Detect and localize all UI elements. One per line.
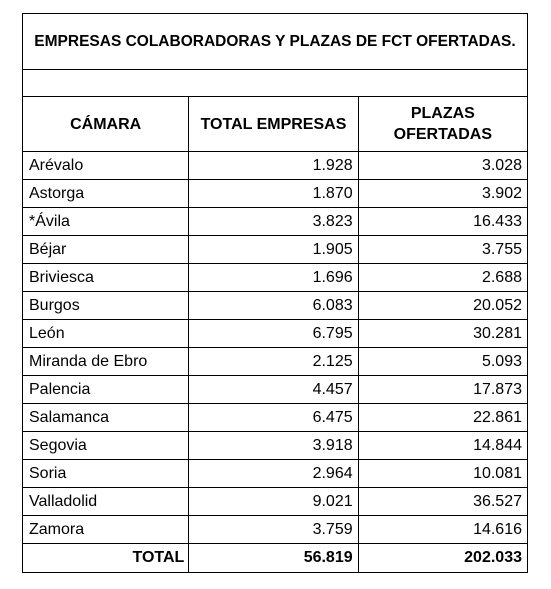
plazas-cell: 3.028 bbox=[357, 151, 529, 180]
camara-cell: Soria bbox=[21, 459, 190, 488]
header-plazas-line2: OFERTADAS bbox=[393, 126, 492, 143]
total-empresas: 56.819 bbox=[188, 543, 359, 573]
spacer-row bbox=[22, 69, 528, 97]
table-row: Astorga 1.870 3.902 bbox=[21, 179, 529, 208]
plazas-cell: 5.093 bbox=[357, 347, 529, 376]
empresas-cell: 1.905 bbox=[188, 235, 359, 264]
table-row: Briviesca 1.696 2.688 bbox=[21, 263, 529, 292]
camara-cell: Miranda de Ebro bbox=[21, 347, 190, 376]
table-title-cell: EMPRESAS COLABORADORAS Y PLAZAS DE FCT O… bbox=[22, 13, 528, 70]
total-label: TOTAL bbox=[21, 543, 190, 573]
empresas-cell: 6.475 bbox=[188, 403, 359, 432]
table-row: Zamora 3.759 14.616 bbox=[21, 515, 529, 544]
fct-table-sheet: EMPRESAS COLABORADORAS Y PLAZAS DE FCT O… bbox=[21, 13, 529, 573]
header-plazas-line1: PLAZAS bbox=[410, 105, 475, 122]
camara-cell: León bbox=[21, 319, 190, 348]
table-row: Palencia 4.457 17.873 bbox=[21, 375, 529, 404]
plazas-cell: 17.873 bbox=[357, 375, 529, 404]
header-total-empresas: TOTAL EMPRESAS bbox=[188, 96, 359, 152]
plazas-cell: 14.844 bbox=[357, 431, 529, 460]
plazas-cell: 2.688 bbox=[357, 263, 529, 292]
camara-cell: Palencia bbox=[21, 375, 190, 404]
empresas-cell: 1.696 bbox=[188, 263, 359, 292]
plazas-cell: 20.052 bbox=[357, 291, 529, 320]
table-row: Béjar 1.905 3.755 bbox=[21, 235, 529, 264]
plazas-cell: 30.281 bbox=[357, 319, 529, 348]
plazas-cell: 3.755 bbox=[357, 235, 529, 264]
empresas-cell: 3.823 bbox=[188, 207, 359, 236]
plazas-cell: 16.433 bbox=[357, 207, 529, 236]
table-row: Burgos 6.083 20.052 bbox=[21, 291, 529, 320]
header-camara: CÁMARA bbox=[21, 96, 190, 152]
header-row: CÁMARA TOTAL EMPRESAS PLAZAS OFERTADAS bbox=[21, 96, 529, 152]
camara-cell: Salamanca bbox=[21, 403, 190, 432]
camara-cell: Briviesca bbox=[21, 263, 190, 292]
empresas-cell: 2.125 bbox=[188, 347, 359, 376]
table-row: Soria 2.964 10.081 bbox=[21, 459, 529, 488]
table-title: EMPRESAS COLABORADORAS Y PLAZAS DE FCT O… bbox=[34, 33, 516, 50]
plazas-cell: 22.861 bbox=[357, 403, 529, 432]
plazas-cell: 36.527 bbox=[357, 487, 529, 516]
camara-cell: Astorga bbox=[21, 179, 190, 208]
plazas-cell: 14.616 bbox=[357, 515, 529, 544]
spacer-cell bbox=[22, 69, 528, 97]
total-row: TOTAL 56.819 202.033 bbox=[21, 543, 529, 573]
empresas-cell: 1.928 bbox=[188, 151, 359, 180]
table-row: Segovia 3.918 14.844 bbox=[21, 431, 529, 460]
camara-cell: Béjar bbox=[21, 235, 190, 264]
empresas-cell: 4.457 bbox=[188, 375, 359, 404]
table-row: Valladolid 9.021 36.527 bbox=[21, 487, 529, 516]
empresas-cell: 6.083 bbox=[188, 291, 359, 320]
table-row: Arévalo 1.928 3.028 bbox=[21, 151, 529, 180]
empresas-cell: 1.870 bbox=[188, 179, 359, 208]
camara-cell: Arévalo bbox=[21, 151, 190, 180]
table-row: Salamanca 6.475 22.861 bbox=[21, 403, 529, 432]
table-row: Miranda de Ebro 2.125 5.093 bbox=[21, 347, 529, 376]
camara-cell: *Ávila bbox=[21, 207, 190, 236]
empresas-cell: 3.759 bbox=[188, 515, 359, 544]
fct-table: EMPRESAS COLABORADORAS Y PLAZAS DE FCT O… bbox=[21, 13, 529, 573]
camara-cell: Zamora bbox=[21, 515, 190, 544]
header-plazas-ofertadas: PLAZAS OFERTADAS bbox=[357, 96, 529, 152]
empresas-cell: 3.918 bbox=[188, 431, 359, 460]
empresas-cell: 6.795 bbox=[188, 319, 359, 348]
empresas-cell: 9.021 bbox=[188, 487, 359, 516]
table-row: León 6.795 30.281 bbox=[21, 319, 529, 348]
empresas-cell: 2.964 bbox=[188, 459, 359, 488]
table-row: *Ávila 3.823 16.433 bbox=[21, 207, 529, 236]
camara-cell: Burgos bbox=[21, 291, 190, 320]
total-plazas: 202.033 bbox=[357, 543, 529, 573]
camara-cell: Valladolid bbox=[21, 487, 190, 516]
camara-cell: Segovia bbox=[21, 431, 190, 460]
plazas-cell: 10.081 bbox=[357, 459, 529, 488]
plazas-cell: 3.902 bbox=[357, 179, 529, 208]
title-row: EMPRESAS COLABORADORAS Y PLAZAS DE FCT O… bbox=[22, 13, 528, 70]
